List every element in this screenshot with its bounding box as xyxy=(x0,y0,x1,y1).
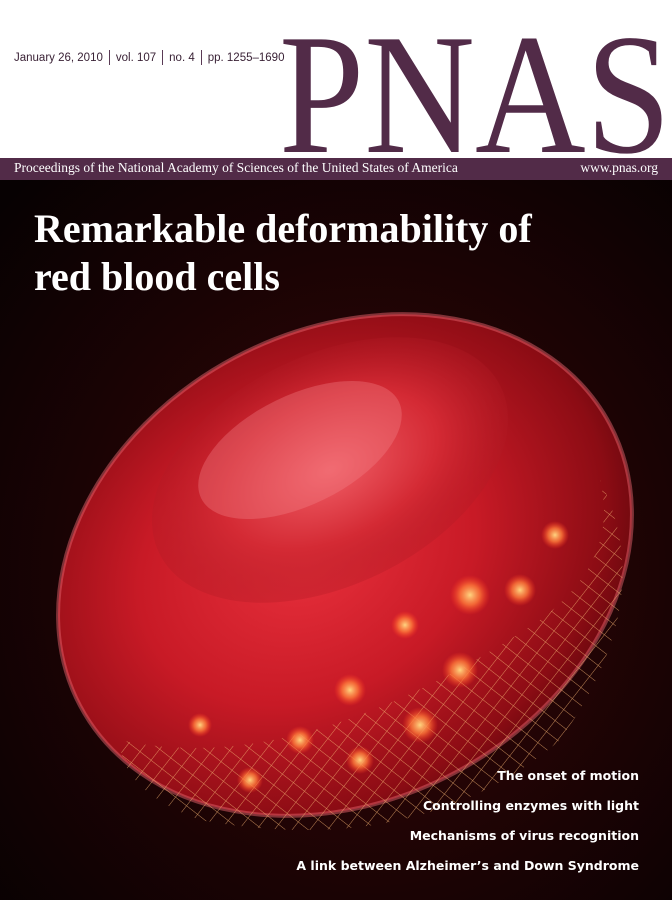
teaser-item[interactable]: Mechanisms of virus recognition xyxy=(409,828,639,843)
journal-name-band: Proceedings of the National Academy of S… xyxy=(0,158,672,180)
cover-image xyxy=(0,180,672,900)
issue-pages: pp. 1255–1690 xyxy=(207,51,285,64)
cover-teasers: The onset of motion Controlling enzymes … xyxy=(296,766,639,886)
red-blood-cell-illustration xyxy=(0,180,672,900)
journal-website[interactable]: www.pnas.org xyxy=(580,160,658,175)
separator xyxy=(108,50,110,65)
pnas-logo-text: PNAS xyxy=(283,2,671,162)
pnas-logo: PNAS xyxy=(283,2,671,162)
teaser-item[interactable]: Controlling enzymes with light xyxy=(423,798,639,813)
masthead: January 26, 2010 vol. 107 no. 4 pp. 1255… xyxy=(0,0,672,162)
journal-full-name: Proceedings of the National Academy of S… xyxy=(14,160,458,175)
headline-line-2: red blood cells xyxy=(34,254,280,299)
teaser-item[interactable]: A link between Alzheimer’s and Down Synd… xyxy=(296,858,639,873)
teaser-item[interactable]: The onset of motion xyxy=(497,768,639,783)
cover-headline: Remarkable deformability of red blood ce… xyxy=(34,205,654,301)
issue-volume: vol. 107 xyxy=(115,51,157,64)
separator xyxy=(200,50,202,65)
issue-date: January 26, 2010 xyxy=(14,51,103,64)
issue-number: no. 4 xyxy=(169,51,195,64)
issue-info: January 26, 2010 vol. 107 no. 4 pp. 1255… xyxy=(14,50,284,65)
separator xyxy=(162,50,164,65)
headline-line-1: Remarkable deformability of xyxy=(34,206,532,251)
